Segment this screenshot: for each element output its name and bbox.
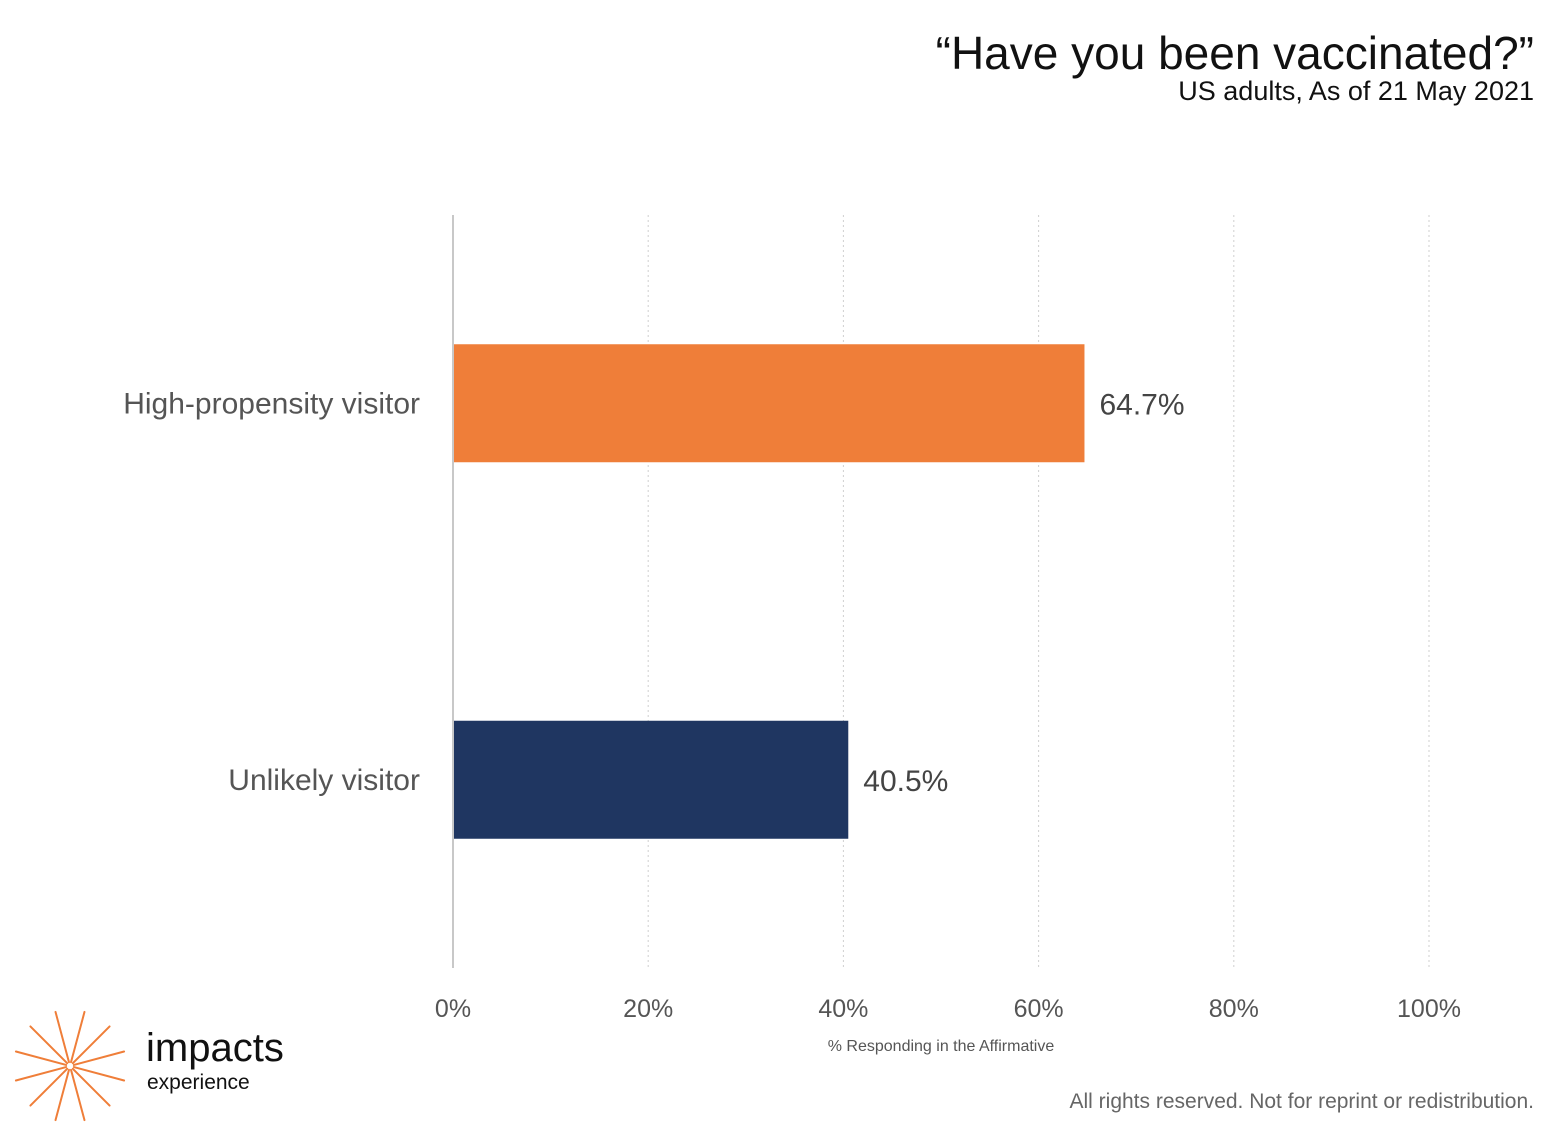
- starburst-icon: [14, 1010, 126, 1122]
- bar-0: [454, 344, 1085, 463]
- x-tick-label-40: 40%: [818, 995, 868, 1023]
- x-tick-label-20: 20%: [623, 995, 673, 1023]
- x-axis-title: % Responding in the Affirmative: [828, 1038, 1055, 1055]
- bar-1: [454, 720, 849, 839]
- brand-subtitle: experience: [147, 1071, 250, 1094]
- x-tick-label-80: 80%: [1209, 995, 1259, 1023]
- logo-ray: [70, 1010, 86, 1064]
- logo-ray: [54, 1068, 70, 1122]
- logo-ray: [29, 1067, 69, 1107]
- logo-ray: [14, 1050, 68, 1066]
- logo-ray: [70, 1068, 86, 1122]
- x-tick-label-60: 60%: [1014, 995, 1064, 1023]
- logo-ray: [14, 1066, 68, 1082]
- logo-ray: [72, 1050, 126, 1066]
- chart-title: “Have you been vaccinated?”: [935, 27, 1534, 79]
- value-label-1: 40.5%: [863, 765, 948, 798]
- rights-notice: All rights reserved. Not for reprint or …: [1069, 1090, 1534, 1113]
- x-tick-label-100: 100%: [1397, 995, 1461, 1023]
- category-label-0: High-propensity visitor: [123, 387, 420, 420]
- logo-ray: [71, 1025, 111, 1065]
- logo-ray: [54, 1010, 70, 1064]
- category-label-1: Unlikely visitor: [228, 764, 420, 797]
- value-label-0: 64.7%: [1099, 388, 1184, 421]
- chart-subtitle: US adults, As of 21 May 2021: [1178, 76, 1534, 106]
- x-tick-label-0: 0%: [435, 995, 471, 1023]
- logo-ray: [71, 1067, 111, 1107]
- logo-ray: [72, 1066, 126, 1082]
- brand-name: impacts: [146, 1026, 284, 1070]
- logo-ray: [29, 1025, 69, 1065]
